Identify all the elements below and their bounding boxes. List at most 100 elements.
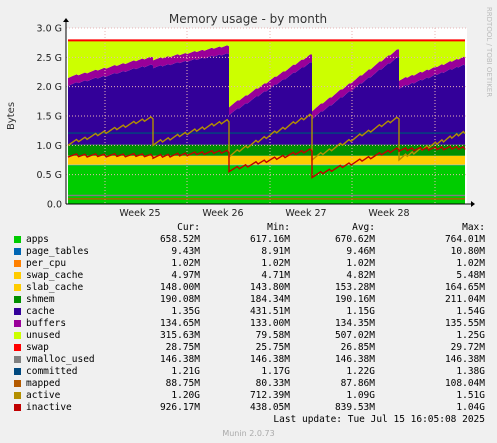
legend-swatch	[14, 320, 21, 327]
x-tick-label: Week 27	[285, 208, 326, 219]
line-active	[67, 113, 466, 162]
last-update: Last update: Tue Jul 15 16:05:08 2025	[273, 414, 485, 425]
legend-min: 79.58M	[255, 330, 290, 341]
legend-swatch	[14, 284, 21, 291]
legend-max: 164.65M	[444, 282, 485, 293]
legend-name: mapped	[26, 378, 61, 389]
legend-min: 8.91M	[261, 246, 290, 257]
y-tick-label: 0.5 G	[37, 170, 63, 181]
legend-min: 4.71M	[261, 270, 290, 281]
y-tick-label: 2.5 G	[37, 53, 63, 64]
legend-avg: 9.46M	[346, 246, 375, 257]
legend-max: 1.25G	[456, 330, 485, 341]
legend-max: 1.38G	[456, 366, 485, 377]
area-buffers	[68, 45, 465, 120]
y-tick-label: 2.0 G	[37, 82, 63, 93]
legend-avg: 26.85M	[340, 342, 375, 353]
line-inactive	[67, 145, 466, 179]
legend-cur: 28.75M	[165, 342, 200, 353]
legend-min: 712.39M	[249, 390, 290, 401]
legend-avg: 190.16M	[334, 294, 375, 305]
legend-max: 10.80M	[450, 246, 485, 257]
legend-name: cache	[26, 306, 55, 317]
legend-swatch	[14, 380, 21, 387]
legend-cur: 1.02M	[171, 258, 200, 269]
legend-min: 143.80M	[249, 282, 290, 293]
legend-name: vmalloc_used	[26, 354, 95, 365]
area-apps	[68, 165, 465, 204]
legend-avg: 839.53M	[334, 402, 375, 413]
legend-swatch	[14, 260, 21, 267]
legend-min: 146.38M	[249, 354, 290, 365]
legend-cur: 190.08M	[159, 294, 200, 305]
legend-cur: 1.20G	[171, 390, 200, 401]
legend-cur: 88.75M	[165, 378, 200, 389]
legend-cur: 1.35G	[171, 306, 200, 317]
legend-min: 80.33M	[255, 378, 290, 389]
legend-cur: 315.63M	[159, 330, 200, 341]
rrdtool-watermark: RRDTOOL / TOBI OETIKER	[485, 7, 493, 97]
legend-name: page_tables	[26, 246, 89, 257]
y-tick-label: 0.0	[47, 200, 62, 211]
legend-cur: 148.00M	[159, 282, 200, 293]
area-shmem	[68, 144, 465, 156]
chart-title: Memory usage - by month	[169, 12, 327, 26]
y-tick-label: 1.5 G	[37, 112, 63, 123]
legend-name: apps	[26, 234, 49, 245]
legend-max: 29.72M	[450, 342, 485, 353]
legend-max: 108.04M	[444, 378, 485, 389]
y-tick-label: 1.0 G	[37, 141, 63, 152]
legend-min: 184.34M	[249, 294, 290, 305]
y-axis-label: Bytes	[6, 102, 17, 130]
legend-avg: 1.09G	[346, 390, 375, 401]
legend-cur: 1.21G	[171, 366, 200, 377]
legend-avg: 1.22G	[346, 366, 375, 377]
x-tick-label: Week 28	[368, 208, 409, 219]
legend-header-max: Max:	[462, 222, 485, 233]
legend-name: unused	[26, 330, 61, 341]
legend-max: 146.38M	[444, 354, 485, 365]
area-slab_cache	[68, 155, 465, 165]
legend-swatch	[14, 236, 21, 243]
legend-min: 431.51M	[249, 306, 290, 317]
legend-swatch	[14, 368, 21, 375]
legend-max: 211.04M	[444, 294, 485, 305]
legend-min: 438.05M	[249, 402, 290, 413]
y-axis-arrow	[63, 18, 69, 22]
legend-avg: 153.28M	[334, 282, 375, 293]
legend-name: slab_cache	[26, 282, 84, 293]
area-cache	[68, 53, 465, 145]
legend-avg: 146.38M	[334, 354, 375, 365]
legend-cur: 4.97M	[171, 270, 200, 281]
area-page_tables	[68, 164, 465, 166]
legend-cur: 658.52M	[159, 234, 200, 245]
legend-avg: 1.02M	[346, 258, 375, 269]
legend-min: 617.16M	[249, 234, 290, 245]
legend-max: 135.55M	[444, 318, 485, 329]
legend-name: swap	[26, 342, 49, 353]
legend-min: 1.02M	[261, 258, 290, 269]
legend-swatch	[14, 344, 21, 351]
area-unused	[68, 40, 465, 112]
legend-swatch	[14, 392, 21, 399]
legend-avg: 507.02M	[334, 330, 375, 341]
legend-swatch	[14, 272, 21, 279]
legend-swatch	[14, 356, 21, 363]
legend-cur: 926.17M	[159, 402, 200, 413]
legend-avg: 87.86M	[340, 378, 375, 389]
legend-max: 764.01M	[444, 234, 485, 245]
legend-name: shmem	[26, 294, 55, 305]
legend-cur: 9.43M	[171, 246, 200, 257]
legend-swatch	[14, 248, 21, 255]
legend-name: per_cpu	[26, 258, 67, 269]
legend-header-cur: Cur:	[177, 222, 200, 233]
legend-max: 1.02M	[456, 258, 485, 269]
y-tick-label: 3.0 G	[37, 24, 63, 35]
legend-cur: 134.65M	[159, 318, 200, 329]
legend-cur: 146.38M	[159, 354, 200, 365]
legend-min: 25.75M	[255, 342, 290, 353]
legend-avg: 670.62M	[334, 234, 375, 245]
legend-header-min: Min:	[267, 222, 290, 233]
legend-name: buffers	[26, 318, 67, 329]
